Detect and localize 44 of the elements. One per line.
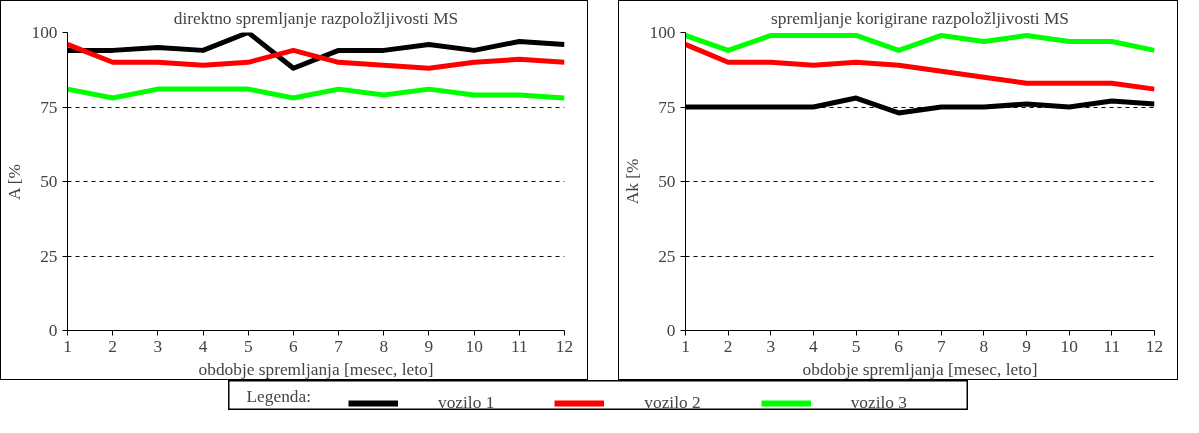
x-tick-label: 8 bbox=[979, 336, 989, 356]
x-tick-label: 4 bbox=[198, 336, 208, 356]
x-tick-label: 11 bbox=[510, 336, 528, 356]
x-tick-label: 2 bbox=[723, 336, 733, 356]
x-tick-label: 8 bbox=[379, 336, 389, 356]
x-tick-label: 9 bbox=[1022, 336, 1031, 356]
y-axis-title: Ak [% bbox=[622, 158, 642, 205]
y-tick-label: 100 bbox=[31, 23, 58, 42]
x-tick-label: 12 bbox=[1145, 336, 1164, 356]
y-tick-label: 75 bbox=[40, 97, 58, 117]
x-tick-label: 9 bbox=[424, 336, 434, 356]
y-tick-label: 50 bbox=[40, 172, 58, 191]
x-tick-label: 7 bbox=[334, 336, 344, 356]
x-tick-label: 10 bbox=[465, 336, 483, 356]
x-tick-label: 10 bbox=[1060, 336, 1078, 356]
y-tick-label: 25 bbox=[658, 246, 676, 266]
x-tick-label: 3 bbox=[766, 336, 776, 356]
x-tick-label: 7 bbox=[936, 336, 946, 356]
x-tick-label: 12 bbox=[555, 336, 574, 356]
x-tick-label: 5 bbox=[243, 336, 253, 356]
x-tick-label: 11 bbox=[1103, 336, 1121, 356]
x-tick-label: 4 bbox=[809, 336, 819, 356]
y-tick-label: 0 bbox=[48, 321, 58, 340]
legend-label: vozilo 1 bbox=[438, 393, 495, 412]
chart-title: spremljanje korigirane razpoložljivosti MS bbox=[771, 8, 1069, 28]
x-tick-label: 1 bbox=[681, 336, 690, 356]
legend-label: vozilo 3 bbox=[850, 393, 907, 412]
y-tick-label: 100 bbox=[649, 23, 676, 42]
x-tick-label: 6 bbox=[289, 336, 299, 356]
legend-title: Legenda: bbox=[246, 386, 311, 406]
x-tick-label: 6 bbox=[894, 336, 904, 356]
y-tick-label: 50 bbox=[658, 172, 676, 191]
chart-title: direktno spremljanje razpoložljivosti MS bbox=[173, 8, 459, 28]
y-tick-label: 75 bbox=[658, 97, 676, 117]
x-tick-label: 2 bbox=[108, 336, 118, 356]
y-tick-label: 0 bbox=[666, 321, 676, 340]
legend-label: vozilo 2 bbox=[644, 393, 701, 412]
x-tick-label: 5 bbox=[851, 336, 861, 356]
y-tick-label: 25 bbox=[40, 246, 58, 266]
x-tick-label: 3 bbox=[153, 336, 163, 356]
x-axis-title: obdobje spremljanja [mesec, leto] bbox=[198, 359, 434, 379]
y-axis-title: A [% bbox=[4, 163, 24, 201]
x-axis-title: obdobje spremljanja [mesec, leto] bbox=[802, 359, 1038, 379]
x-tick-label: 1 bbox=[63, 336, 72, 356]
